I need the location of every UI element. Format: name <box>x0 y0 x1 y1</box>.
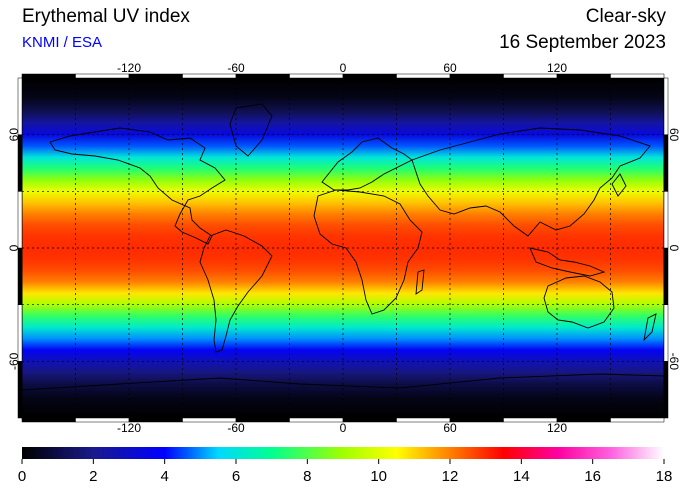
colorbar-tick-label: 0 <box>18 468 26 485</box>
colorbar-tick-label: 14 <box>513 468 530 485</box>
north-america-outline <box>49 127 226 245</box>
lon-labels-bottom: -120 -60 0 60 120 <box>117 421 567 435</box>
frame-tick <box>342 417 397 423</box>
frame-tick <box>663 77 669 135</box>
greenland-outline <box>229 103 273 157</box>
frame-tick <box>17 191 23 249</box>
graticule <box>22 78 664 418</box>
lon-tick-label: -60 <box>227 61 245 75</box>
lat-tick-label: 0 <box>667 245 681 252</box>
frame-tick <box>17 134 23 192</box>
frame-tick <box>17 247 23 305</box>
new-zealand-outline <box>643 313 657 342</box>
lon-labels-top: -120 -60 0 60 120 <box>117 61 567 75</box>
frame-tick <box>289 73 344 79</box>
coastlines <box>22 103 664 391</box>
lat-tick-label: 60 <box>667 128 681 142</box>
lat-tick-label: 0 <box>7 244 21 251</box>
japan-outline <box>611 173 627 197</box>
data-credit: KNMI / ESA <box>22 34 103 51</box>
lon-tick-label: 0 <box>340 421 347 435</box>
frame-tick <box>663 191 669 249</box>
colorbar-tick-label: 2 <box>89 468 97 485</box>
map-title: Erythemal UV index <box>22 6 190 27</box>
frame-tick <box>610 417 665 423</box>
asia-outline <box>411 127 651 237</box>
lon-tick-label: -60 <box>227 421 245 435</box>
frame-tick <box>21 73 76 79</box>
lon-tick-label: 60 <box>443 421 457 435</box>
lon-tick-label: 60 <box>443 61 457 75</box>
lon-tick-label: -120 <box>117 421 141 435</box>
frame-tick <box>396 73 451 79</box>
madagascar-outline <box>415 269 425 295</box>
lon-tick-label: 0 <box>340 61 347 75</box>
europe-outline <box>321 137 413 191</box>
lat-tick-label: -60 <box>667 353 681 371</box>
colorbar-tick-label: 6 <box>232 468 240 485</box>
frame-ticks <box>17 73 669 423</box>
lat-labels-left: -60 0 60 <box>7 128 21 370</box>
antarctica-outline <box>22 373 664 391</box>
colorbar <box>22 447 664 459</box>
south-america-outline <box>199 229 273 353</box>
frame-tick <box>21 417 76 423</box>
colorbar-tick-label: 18 <box>656 468 673 485</box>
frame-tick <box>610 73 665 79</box>
colorbar-ticks: 0 2 4 6 8 10 12 14 16 18 <box>18 459 673 485</box>
map-date: 16 September 2023 <box>499 32 666 53</box>
frame-tick <box>663 247 669 305</box>
colorbar-tick-label: 8 <box>303 468 311 485</box>
frame-tick <box>449 73 504 79</box>
frame-tick <box>663 134 669 192</box>
frame-tick <box>449 417 504 423</box>
lon-tick-label: 120 <box>547 61 567 75</box>
lon-tick-label: 120 <box>547 421 567 435</box>
frame-tick <box>396 417 451 423</box>
lat-tick-label: -60 <box>7 352 21 370</box>
lat-labels-right: -60 0 60 <box>667 128 681 370</box>
sky-mode-label: Clear-sky <box>585 6 666 27</box>
lat-tick-label: 60 <box>7 128 21 142</box>
africa-outline <box>313 189 423 315</box>
lon-tick-label: -120 <box>117 61 141 75</box>
frame-tick <box>289 417 344 423</box>
colorbar-tick-label: 16 <box>584 468 601 485</box>
colorbar-tick-label: 4 <box>160 468 168 485</box>
frame-tick <box>17 77 23 135</box>
frame-tick <box>342 73 397 79</box>
indonesia-outline <box>529 247 606 277</box>
colorbar-tick-label: 10 <box>370 468 387 485</box>
colorbar-tick-label: 12 <box>442 468 459 485</box>
australia-outline <box>543 275 615 329</box>
